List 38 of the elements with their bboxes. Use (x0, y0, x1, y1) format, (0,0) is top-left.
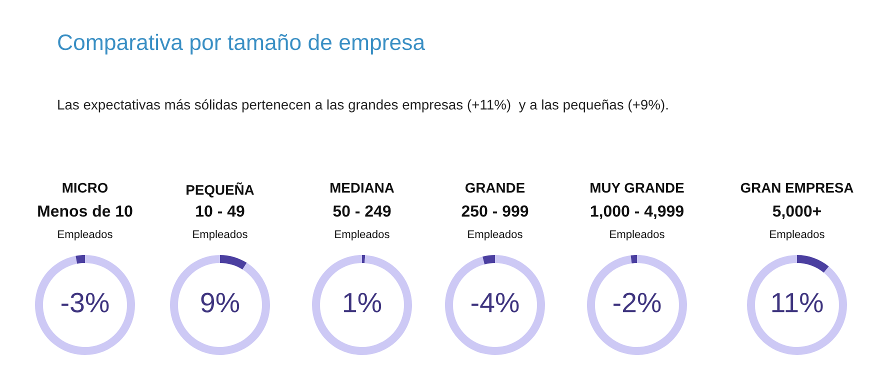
text: 1% (344, 292, 382, 312)
text: Empleados (335, 230, 390, 240)
chart-title: MICRO (62, 182, 108, 193)
chart-title: GRAN EMPRESA (740, 182, 854, 193)
chart-title: MUY GRANDE (590, 182, 684, 193)
text: -3% (62, 292, 109, 312)
chart-subtitle: Menos de 10 (38, 205, 132, 217)
text: 9% (201, 292, 240, 312)
text: Empleados (610, 230, 664, 240)
chart-title: PEQUEÑA (186, 182, 254, 198)
donut-slice (482, 255, 495, 264)
donut-slice (170, 255, 270, 355)
chart-title: GRANDE (465, 182, 525, 193)
chart-subtitle: 5,000+ (772, 205, 821, 220)
text: Comparativa por tamaño de empresa (58, 34, 426, 55)
donut-slice (747, 255, 847, 355)
donut-slice (76, 255, 85, 264)
text: Empleados (468, 230, 522, 240)
chart-subtitle: 10 - 49 (196, 205, 244, 217)
text: Empleados (770, 230, 824, 240)
donut-slice (35, 255, 135, 355)
chart-subtitle: 1,000 - 4,999 (590, 205, 684, 220)
text: -4% (472, 292, 519, 312)
text: 11% (772, 292, 823, 312)
chart-subtitle: 50 - 249 (333, 205, 391, 217)
donut-slice (362, 255, 366, 264)
donut-slice (312, 255, 412, 355)
chart-subtitle: 250 - 999 (462, 205, 528, 217)
text: Empleados (193, 230, 248, 240)
text: Empleados (58, 230, 112, 240)
text: Las expectativas más sólidas pertenecen a las grandes empresas (+11%) y a las pequeñas (+9%). (58, 99, 668, 112)
donut-slice (445, 255, 545, 355)
donut-slice (797, 255, 829, 273)
chart-title: MEDIANA (330, 183, 394, 193)
donut-slice (220, 255, 247, 270)
donut-slice (630, 255, 637, 264)
text: -2% (614, 292, 661, 312)
donut-slice (587, 255, 687, 355)
